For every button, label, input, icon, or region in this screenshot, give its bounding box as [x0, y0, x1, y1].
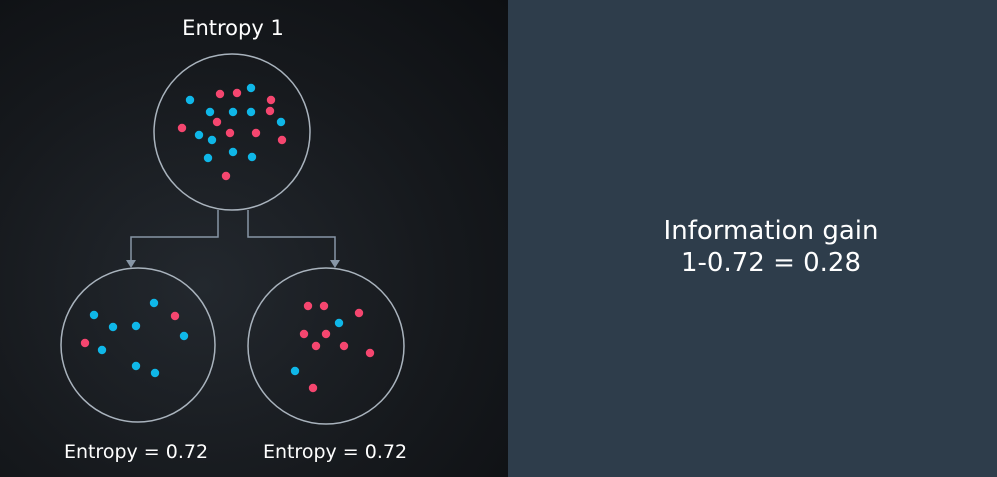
- split-connector: [126, 210, 340, 268]
- parent-blue-point: [205, 107, 215, 117]
- parent-node-circle: [153, 53, 311, 211]
- right-child-node: [247, 267, 405, 425]
- left-arrow-head: [126, 260, 136, 268]
- parent-pink-point: [215, 89, 225, 99]
- right-child-pink-point: [354, 308, 364, 318]
- right-child-pink-point: [303, 301, 313, 311]
- parent-blue-point: [207, 135, 217, 145]
- left-child-circle: [60, 267, 216, 423]
- information-gain-block: Information gain 1-0.72 = 0.28: [664, 215, 879, 279]
- parent-blue-point: [203, 153, 213, 163]
- right-child-blue-point: [290, 366, 300, 376]
- parent-blue-point: [276, 117, 286, 127]
- left-child-blue-point: [131, 361, 141, 371]
- left-child-blue-point: [179, 331, 189, 341]
- left-child-blue-point: [150, 368, 160, 378]
- left-child-blue-point: [108, 322, 118, 332]
- right-child-pink-point: [299, 329, 309, 339]
- left-child-blue-point: [89, 310, 99, 320]
- parent-node: [153, 53, 311, 211]
- parent-blue-point: [246, 83, 256, 93]
- left-child-pink-point: [80, 338, 90, 348]
- parent-pink-point: [277, 135, 287, 145]
- right-child-pink-point: [339, 341, 349, 351]
- parent-pink-point: [265, 106, 275, 116]
- right-child-entropy-label: Entropy = 0.72: [262, 441, 408, 463]
- left-branch-line: [130, 210, 219, 262]
- parent-pink-point: [266, 95, 276, 105]
- right-child-blue-point: [334, 318, 344, 328]
- decision-tree-diagram: [60, 53, 405, 425]
- parent-pink-point: [212, 117, 222, 127]
- left-child-entropy-label: Entropy = 0.72: [63, 441, 209, 463]
- diagram-panel: [0, 0, 508, 477]
- right-child-pink-point: [311, 341, 321, 351]
- parent-blue-point: [228, 147, 238, 157]
- information-gain-formula: 1-0.72 = 0.28: [680, 248, 862, 278]
- left-child-pink-point: [170, 311, 180, 321]
- right-child-pink-point: [308, 383, 318, 393]
- parent-pink-point: [251, 128, 261, 138]
- result-panel: [508, 0, 997, 477]
- parent-points: [177, 83, 287, 181]
- parent-pink-point: [232, 88, 242, 98]
- information-gain-title: Information gain: [663, 216, 879, 246]
- right-child-pink-point: [321, 329, 331, 339]
- left-child-blue-point: [97, 345, 107, 355]
- left-child-node: [60, 267, 216, 423]
- right-child-circle: [247, 267, 405, 425]
- parent-blue-point: [194, 130, 204, 140]
- right-child-pink-point: [319, 301, 329, 311]
- parent-pink-point: [221, 171, 231, 181]
- left-child-points: [80, 298, 189, 378]
- right-arrow-head: [330, 260, 340, 268]
- parent-blue-point: [247, 152, 257, 162]
- parent-entropy-label: Entropy 1: [182, 16, 284, 40]
- parent-pink-point: [225, 128, 235, 138]
- parent-blue-point: [246, 107, 256, 117]
- parent-blue-point: [228, 107, 238, 117]
- left-child-blue-point: [149, 298, 159, 308]
- left-child-blue-point: [131, 321, 141, 331]
- parent-pink-point: [177, 123, 187, 133]
- parent-blue-point: [185, 95, 195, 105]
- right-branch-line: [247, 210, 336, 262]
- right-child-pink-point: [365, 348, 375, 358]
- right-child-points: [290, 301, 375, 393]
